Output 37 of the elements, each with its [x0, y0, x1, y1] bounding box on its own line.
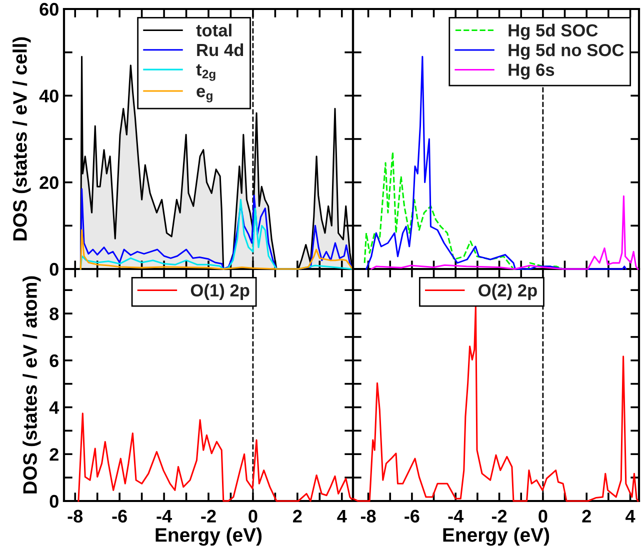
y-axis-title: DOS (states / eV / atom) [22, 276, 41, 494]
legend-label: O(2) 2p [478, 284, 537, 300]
x-tick-label: -4 [448, 510, 464, 522]
y-tick-label: 2 [50, 448, 58, 461]
x-tick-label: 2 [293, 510, 302, 522]
legend-label: t$_{2g}$ [196, 64, 216, 81]
x-tick-label: -4 [156, 510, 172, 522]
x-tick-label: 0 [538, 510, 548, 523]
x-tick-label: -8 [360, 510, 376, 523]
line-series [80, 229, 354, 270]
x-tick-label: -2 [492, 510, 507, 522]
y-tick-label: 4 [49, 401, 60, 414]
x-axis-title: Energy (eV) [156, 528, 262, 546]
legend-label: Hg 6s [508, 64, 554, 80]
x-tick-label: -2 [201, 510, 216, 522]
legend-label: Ru 4d [197, 43, 244, 56]
legend-label: total [196, 24, 232, 37]
x-tick-label: 4 [626, 510, 636, 522]
y-tick-label: 0 [50, 494, 58, 508]
legend-label: O(1) 2p [190, 284, 250, 300]
y-axis-title: DOS (states / eV / cell) [12, 37, 31, 240]
x-tick-label: 0 [248, 510, 258, 523]
y-tick-label: 8 [50, 307, 59, 320]
legend-label: e$_{g}$ [196, 88, 212, 102]
legend-label: Hg 5d no SOC [508, 43, 624, 60]
legend-label: Hg 5d SOC [508, 24, 598, 40]
x-tick-label: 2 [582, 510, 591, 522]
y-tick-label: 20 [40, 176, 58, 190]
x-tick-label: -6 [112, 510, 127, 523]
y-tick-label: 40 [39, 90, 58, 102]
x-tick-label: -6 [404, 510, 420, 523]
y-tick-label: 60 [40, 2, 58, 16]
y-tick-label: 6 [50, 354, 58, 368]
y-tick-label: 0 [50, 262, 58, 276]
x-tick-label: -8 [68, 510, 83, 523]
x-axis-title: Energy (eV) [443, 528, 550, 546]
x-tick-label: 4 [337, 510, 347, 522]
